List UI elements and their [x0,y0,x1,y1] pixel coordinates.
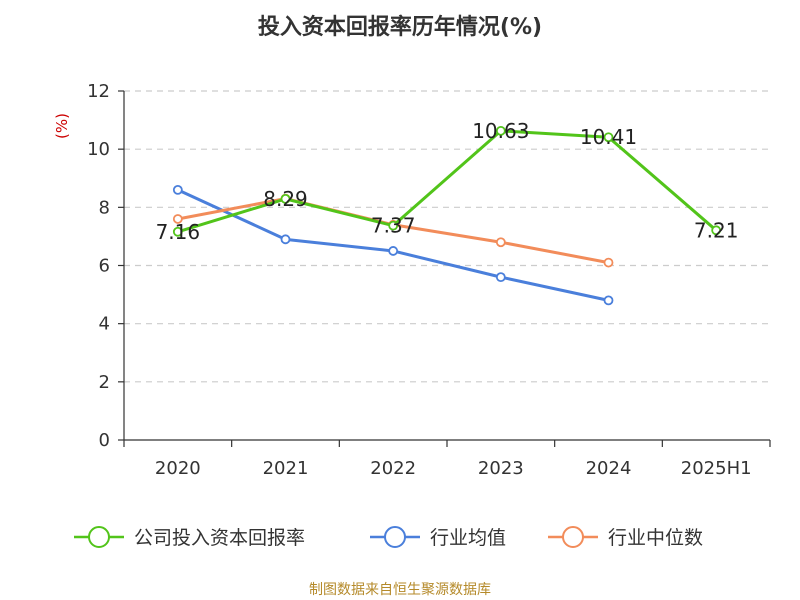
data-point [388,220,399,231]
x-tick-label: 2022 [370,458,416,479]
series-layer [172,125,722,306]
data-labels: 7.16 8.29 7.37 10.63 10.41 7.21 [156,119,739,244]
data-point [172,184,183,195]
y-tick-label: 4 [99,314,110,335]
data-point [280,234,291,245]
y-tick-label: 8 [99,197,110,218]
legend-label: 行业均值 [430,527,506,549]
y-tick-label: 0 [99,430,110,451]
legend-swatch-marker [384,526,406,548]
x-tick-label: 2020 [155,458,201,479]
legend-item: 行业均值 [370,526,506,549]
legend-label: 行业中位数 [608,527,703,549]
data-point [172,226,183,237]
x-tick-label: 2021 [263,458,309,479]
chart-title: 投入资本回报率历年情况(%) [258,14,542,40]
data-point [711,225,722,236]
data-label: 7.21 [694,218,739,242]
y-tick-label: 10 [87,139,110,160]
data-label: 7.37 [371,214,416,238]
data-label: 8.29 [263,187,308,211]
y-tick-label: 6 [99,256,110,277]
legend: 公司投入资本回报率 行业均值 行业中位数 [74,526,703,549]
x-tick-label: 2024 [586,458,632,479]
legend-item: 公司投入资本回报率 [74,526,305,549]
y-tick-label: 2 [99,372,110,393]
axes: 0 2 4 6 8 10 12 2020 2021 2022 2023 2024 2025H1 [87,81,771,479]
data-point [172,214,183,224]
data-point [495,125,506,136]
series-line [177,129,718,234]
gridlines [124,90,770,383]
data-point [603,257,614,268]
data-point [495,272,506,283]
x-tick-label: 2025H1 [681,458,752,479]
y-axis-unit-label: (%) [53,113,71,139]
data-point [388,246,399,256]
legend-label: 公司投入资本回报率 [134,527,305,549]
data-point [603,295,614,306]
data-label: 10.41 [580,125,637,149]
legend-swatch-marker [88,526,110,548]
data-label: 10.63 [472,119,529,143]
data-label: 7.16 [156,220,201,244]
y-tick-label: 12 [87,81,110,102]
data-point [495,237,506,248]
data-point [280,193,291,204]
source-note: 制图数据来自恒生聚源数据库 [309,582,491,598]
data-point [603,132,614,143]
x-tick-label: 2023 [478,458,524,479]
legend-item: 行业中位数 [548,526,703,549]
legend-swatch-marker [562,526,584,548]
